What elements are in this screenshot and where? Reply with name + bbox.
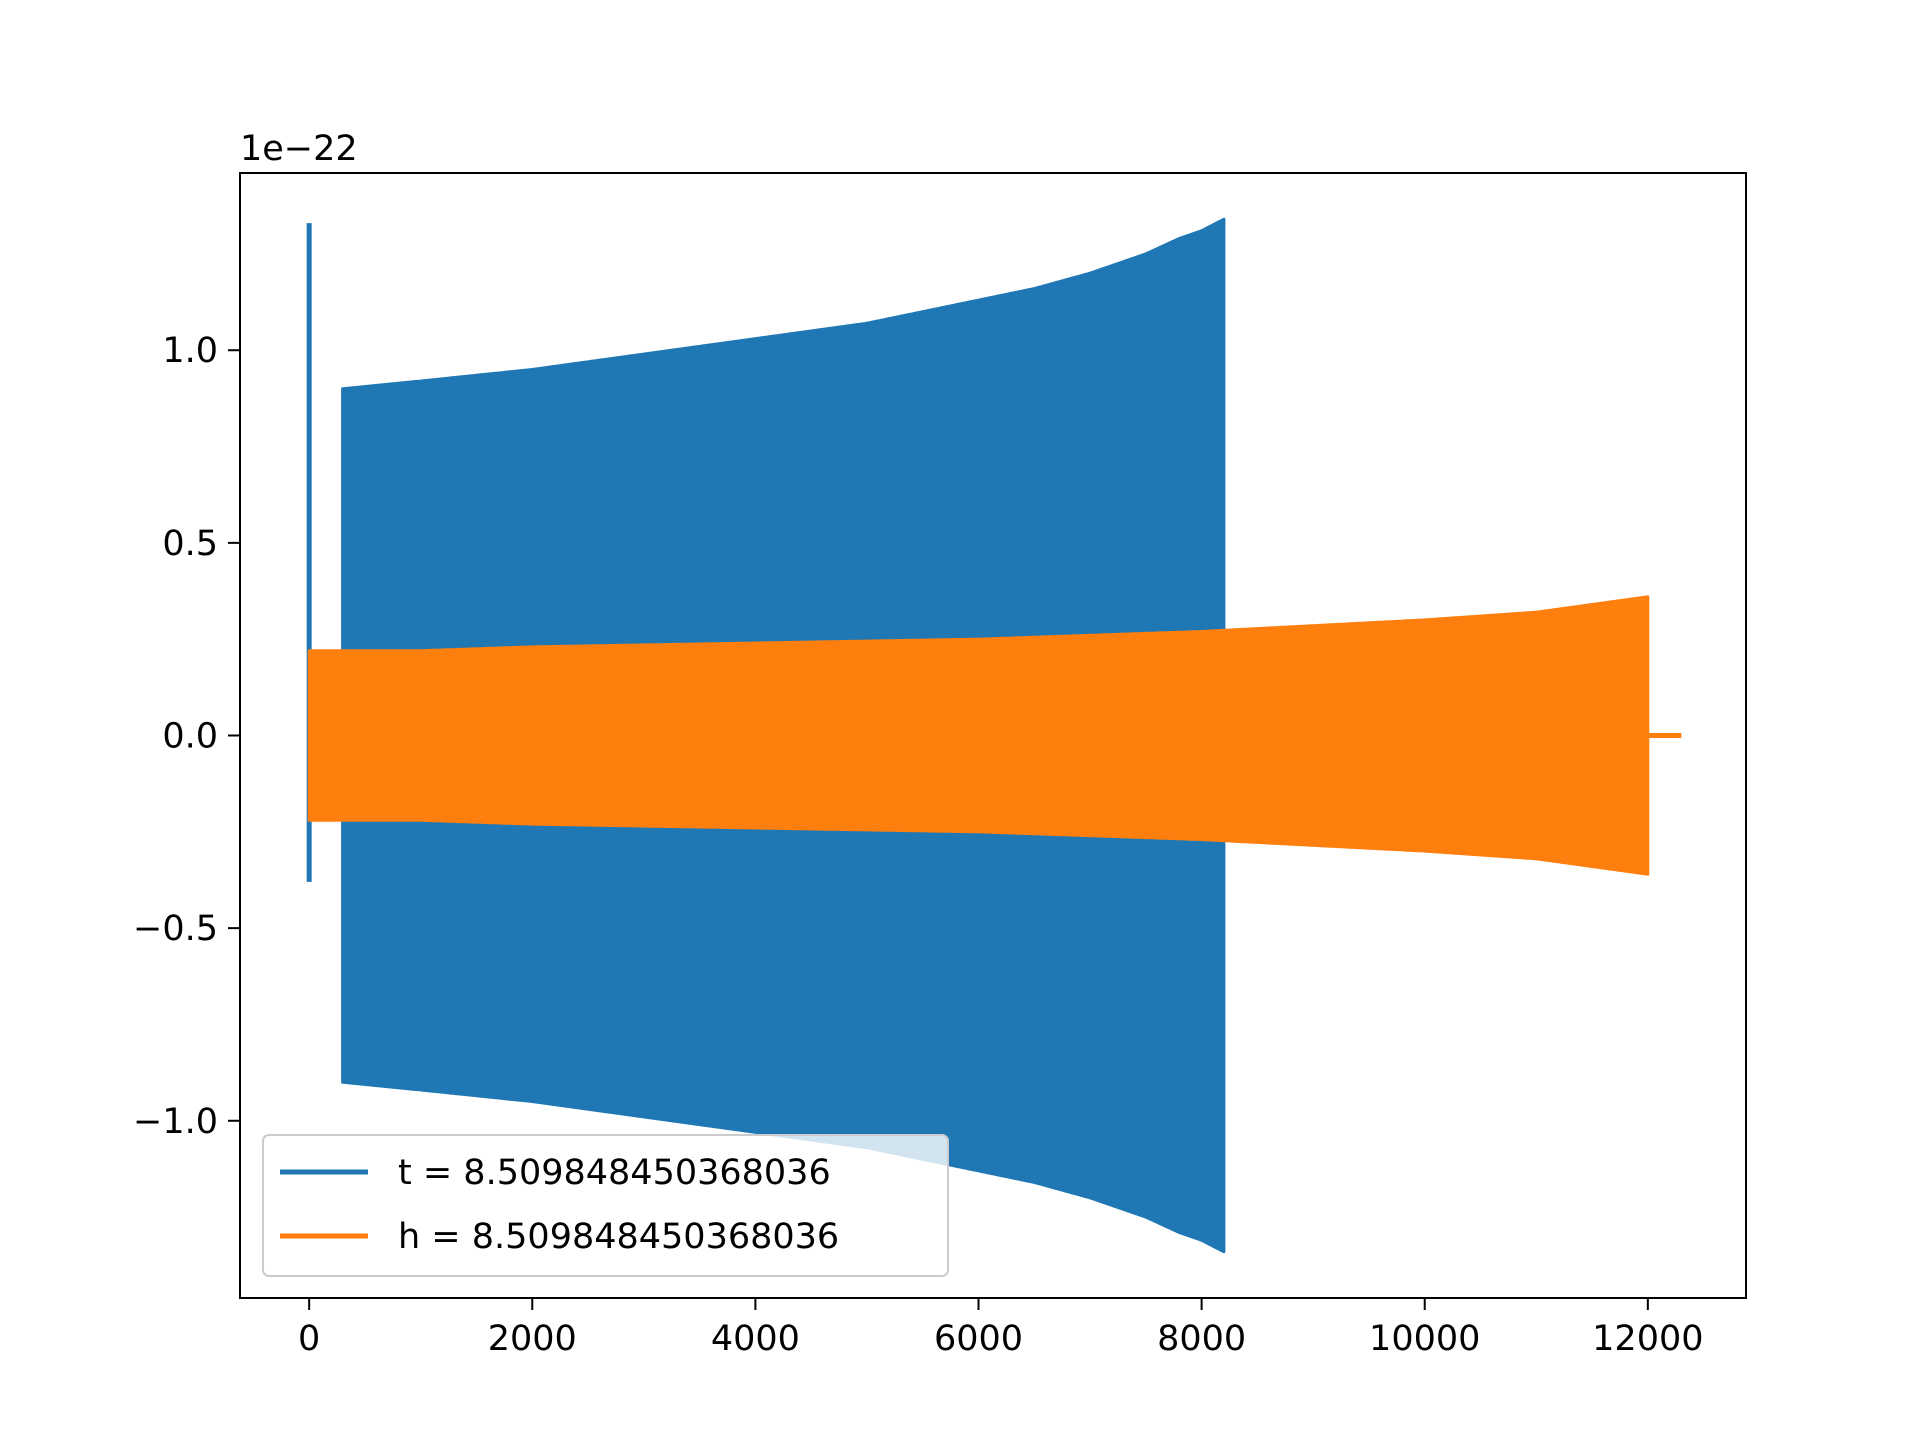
- legend-box: [262, 1134, 949, 1277]
- y-tick-label: 1.0: [162, 331, 218, 371]
- y-tick-label: −0.5: [133, 909, 218, 949]
- y-tick-label: 0.5: [162, 524, 218, 564]
- plot-area: [239, 172, 1747, 1299]
- x-tick-label: 6000: [934, 1319, 1023, 1359]
- y-tick-label: −1.0: [133, 1102, 218, 1142]
- x-tick-label: 10000: [1369, 1319, 1480, 1359]
- x-axis: 0 2000 4000 6000 8000 10000 12000: [298, 1298, 1704, 1359]
- x-tick-label: 2000: [488, 1319, 577, 1359]
- x-tick-label: 0: [298, 1319, 320, 1359]
- x-tick-label: 4000: [711, 1319, 800, 1359]
- legend-label-t: t = 8.509848450368036: [398, 1153, 831, 1193]
- legend-label-h: h = 8.509848450368036: [398, 1217, 839, 1257]
- y-axis: −1.0 −0.5 0.0 0.5 1.0: [133, 331, 240, 1142]
- series-1-oscillation-band: [307, 595, 1650, 876]
- y-tick-label: 0.0: [162, 717, 218, 757]
- series-layer: [306, 217, 1682, 1254]
- legend: t = 8.509848450368036 h = 8.509848450368…: [262, 1134, 949, 1277]
- x-tick-label: 12000: [1592, 1319, 1703, 1359]
- x-tick-label: 8000: [1157, 1319, 1246, 1359]
- y-offset-label: 1e−22: [240, 129, 358, 169]
